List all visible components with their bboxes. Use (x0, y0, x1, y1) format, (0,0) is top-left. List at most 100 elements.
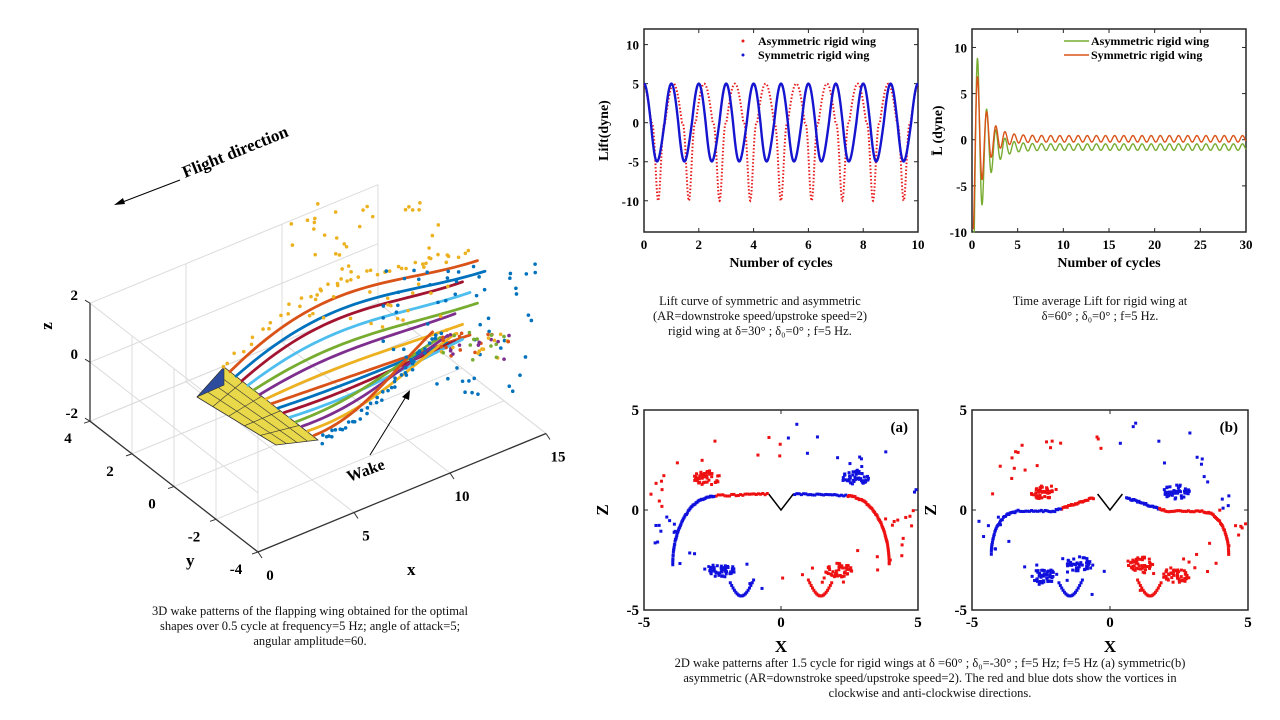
clockwise-vortex-dot (886, 549, 890, 553)
wake-particle (349, 270, 353, 274)
anticlockwise-vortex-dot (709, 565, 713, 569)
wake-particle (339, 277, 343, 281)
clockwise-vortex-dot (1143, 556, 1147, 560)
clockwise-vortex-dot (1187, 576, 1191, 580)
y-tick (167, 486, 175, 490)
anticlockwise-vortex-dot (1178, 483, 1182, 487)
clockwise-vortex-dot (840, 564, 844, 568)
anticlockwise-vortex-dot (703, 567, 707, 571)
flight-direction-label: Flight direction (179, 122, 291, 182)
anticlockwise-vortex-dot (671, 563, 675, 567)
anticlockwise-vortex-dot (1045, 570, 1049, 574)
wake-particle (401, 318, 405, 322)
anticlockwise-vortex-dot (750, 581, 754, 585)
wake-particle (441, 338, 446, 343)
anticlockwise-vortex-dot (1173, 491, 1177, 495)
clockwise-vortex-dot (1183, 509, 1187, 513)
clockwise-vortex-dot (660, 488, 664, 492)
wake-particle (507, 384, 512, 389)
clockwise-vortex-dot (884, 535, 888, 539)
clockwise-vortex-dot (659, 479, 663, 483)
clockwise-vortex-dot (810, 566, 814, 570)
wake-particle (502, 357, 506, 361)
wake-particle (498, 332, 503, 337)
clockwise-vortex-dot (1164, 577, 1168, 581)
wing-shape (768, 493, 794, 512)
wake-particle (454, 279, 459, 284)
x-tick-label: 30 (1240, 237, 1253, 252)
wake-particle (410, 367, 415, 372)
clockwise-vortex-dot (887, 556, 891, 560)
anticlockwise-vortex-dot (657, 523, 661, 527)
clockwise-vortex-dot (835, 572, 839, 576)
anticlockwise-vortex-dot (1055, 572, 1059, 576)
clockwise-vortex-dot (781, 576, 785, 580)
y-tick-label: 10 (626, 38, 639, 53)
anticlockwise-vortex-dot (989, 549, 993, 553)
clockwise-vortex-dot (901, 536, 905, 540)
anticlockwise-vortex-dot (805, 451, 809, 455)
clockwise-vortex-dot (697, 477, 701, 481)
wake-particle (311, 311, 315, 316)
z-tick-label: 2 (71, 288, 79, 304)
anticlockwise-vortex-dot (1038, 571, 1042, 575)
clockwise-vortex-dot (1143, 590, 1146, 594)
clockwise-vortex-dot (1184, 509, 1188, 513)
clockwise-vortex-dot (1164, 575, 1168, 579)
anticlockwise-vortex-dot (1043, 508, 1047, 512)
anticlockwise-vortex-dot (1051, 574, 1055, 578)
wake-particle (312, 220, 317, 225)
wake-particle (368, 401, 373, 406)
anticlockwise-vortex-dot (688, 551, 692, 555)
anticlockwise-vortex-dot (833, 493, 837, 497)
clockwise-vortex-dot (1198, 510, 1202, 514)
x-axis (257, 432, 547, 553)
x-tick-label: 0 (641, 237, 648, 252)
clockwise-vortex-dot (1240, 526, 1244, 530)
anticlockwise-vortex-dot (671, 550, 675, 554)
clockwise-vortex-dot (714, 494, 718, 498)
wing-mesh-line (210, 381, 298, 443)
clockwise-vortex-dot (845, 567, 849, 571)
anticlockwise-vortex-dot (806, 493, 810, 497)
clockwise-vortex-dot (1095, 435, 1099, 439)
wake-particle (476, 351, 480, 356)
wake-particle (387, 269, 392, 273)
anticlockwise-vortex-dot (993, 530, 997, 534)
wake-particle (463, 251, 468, 256)
wake-particle (436, 252, 440, 257)
anticlockwise-vortex-dot (1076, 569, 1080, 573)
z-tick-label: 0 (71, 347, 79, 363)
wake-particle (393, 376, 397, 381)
anticlockwise-vortex-dot (673, 537, 677, 541)
anticlockwise-vortex-dot (1032, 509, 1036, 513)
clockwise-vortex-dot (694, 477, 698, 481)
caption-line: clockwise and anti-clockwise directions. (828, 686, 1032, 700)
anticlockwise-vortex-dot (841, 478, 845, 482)
y-axis-label: Z (593, 504, 612, 515)
clockwise-vortex-dot (1143, 568, 1147, 572)
clockwise-vortex-dot (1179, 509, 1183, 513)
anticlockwise-vortex-dot (815, 435, 819, 439)
anticlockwise-vortex-dot (713, 574, 717, 578)
wake-particle (352, 419, 357, 424)
wake-particle (349, 278, 353, 282)
wake-particle (327, 434, 331, 438)
clockwise-vortex-dot (705, 470, 709, 474)
anticlockwise-vortex-dot (831, 493, 835, 497)
clockwise-vortex-dot (823, 592, 827, 596)
clockwise-vortex-dot (991, 492, 995, 496)
x-tick-label: 5 (914, 615, 922, 631)
anticlockwise-vortex-dot (864, 478, 868, 482)
y-axis-label: y (186, 551, 195, 570)
clockwise-vortex-dot (812, 588, 816, 592)
wake-particle (399, 373, 404, 377)
anticlockwise-vortex-dot (665, 515, 669, 519)
clockwise-vortex-dot (702, 475, 706, 479)
average-lift-caption: Time average Lift for rigid wing at δ=60… (940, 294, 1260, 324)
anticlockwise-vortex-dot (1040, 581, 1044, 585)
wake-particle (430, 337, 434, 341)
y-axis-label: L̄ (dyne) (931, 105, 946, 156)
legend-marker-asymmetric (741, 39, 745, 43)
wake-streamline (312, 330, 434, 437)
